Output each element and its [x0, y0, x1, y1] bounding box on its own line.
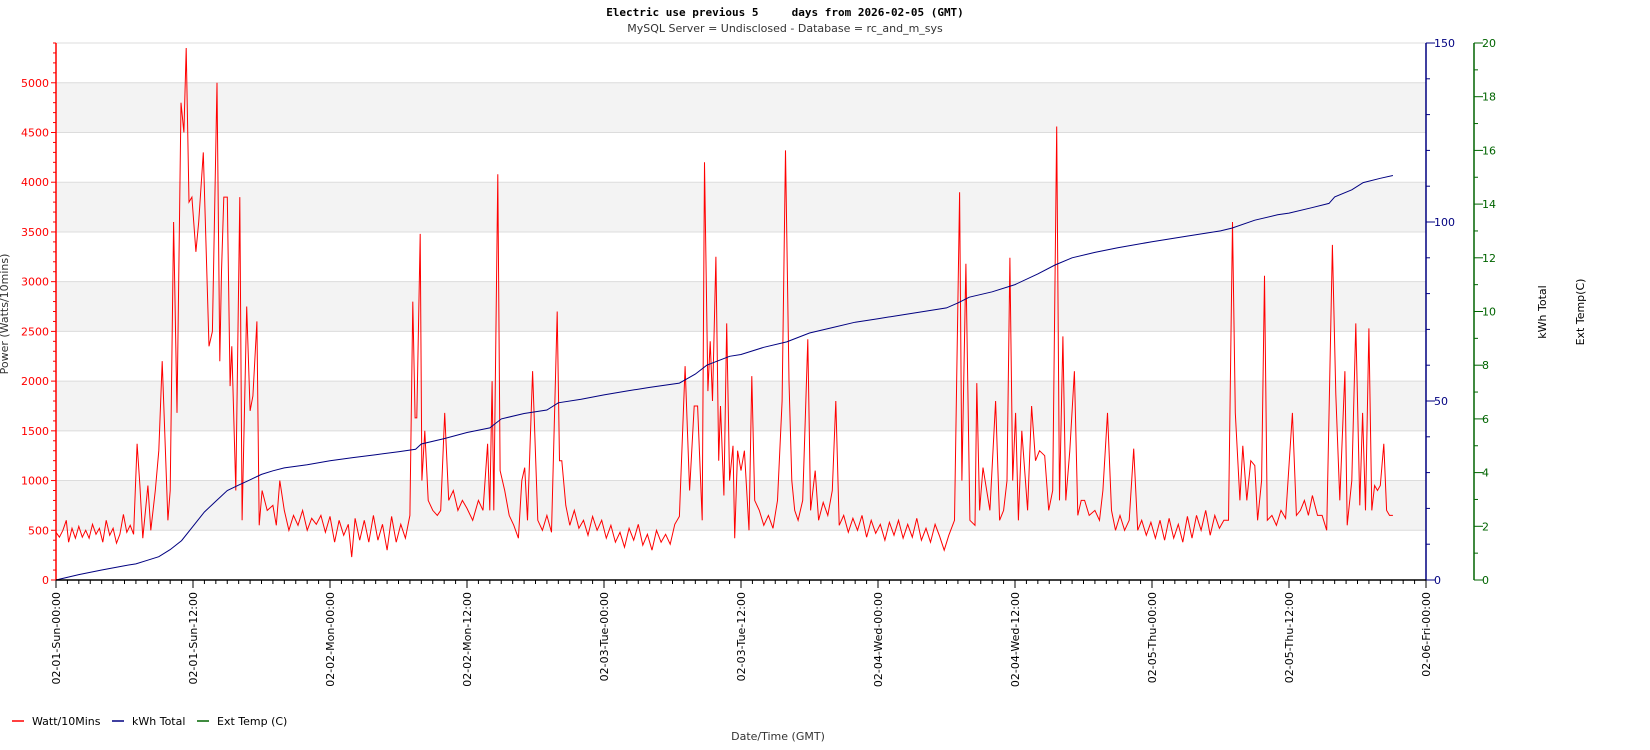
y-right1-label: kWh Total	[1536, 285, 1549, 338]
chart-title: Electric use previous 5 days from 2026-0…	[606, 6, 964, 19]
y-right1-tick-label: 150	[1434, 37, 1455, 50]
y-right1-tick-label: 0	[1434, 574, 1441, 587]
x-axis-label: Date/Time (GMT)	[731, 730, 825, 743]
y-right2-tick-label: 16	[1482, 144, 1496, 157]
grid-band	[56, 480, 1426, 531]
y-right2-tick-label: 0	[1482, 574, 1489, 587]
grid-band	[56, 281, 1426, 332]
y-left-tick-label: 3000	[21, 276, 49, 289]
y-right2-tick-label: 4	[1482, 467, 1489, 480]
y-left-tick-label: 3500	[21, 226, 49, 239]
y-right2-tick-label: 18	[1482, 91, 1496, 104]
y-left-tick-label: 500	[28, 524, 49, 537]
legend-label-temp: Ext Temp (C)	[217, 715, 287, 728]
y-right2-label: Ext Temp(C)	[1574, 279, 1587, 346]
y-right2-tick-label: 12	[1482, 252, 1496, 265]
x-tick-label: 02-01-Sun-12:00	[187, 592, 200, 685]
y-right1-tick-label: 100	[1434, 216, 1455, 229]
y-right2-tick-label: 6	[1482, 413, 1489, 426]
x-tick-label: 02-03-Tue-00:00	[598, 592, 611, 681]
y-right2-tick-label: 8	[1482, 359, 1489, 372]
x-tick-label: 02-01-Sun-00:00	[50, 592, 63, 685]
y-left-label: Power (Watts/10mins)	[0, 254, 11, 375]
y-left-tick-label: 0	[42, 574, 49, 587]
chart-subtitle: MySQL Server = Undisclosed - Database = …	[627, 22, 943, 35]
y-left-tick-label: 4000	[21, 176, 49, 189]
series-line-kwh	[55, 175, 1394, 581]
legend-label-kwh: kWh Total	[132, 715, 185, 728]
x-tick-label: 02-02-Mon-12:00	[461, 592, 474, 687]
x-tick-label: 02-05-Thu-12:00	[1283, 592, 1296, 683]
y-right2-tick-label: 14	[1482, 198, 1496, 211]
x-tick-label: 02-05-Thu-00:00	[1146, 592, 1159, 683]
legend-label-watt: Watt/10Mins	[32, 715, 101, 728]
x-tick-label: 02-02-Mon-00:00	[324, 592, 337, 687]
legend: Watt/10Mins kWh Total Ext Temp (C)	[12, 715, 287, 728]
x-tick-label: 02-04-Wed-00:00	[872, 592, 885, 687]
x-tick-label: 02-06-Fri-00:00	[1420, 592, 1433, 677]
grid-band	[56, 182, 1426, 232]
y-right1-tick-label: 50	[1434, 395, 1448, 408]
x-tick-label: 02-03-Tue-12:00	[735, 592, 748, 681]
y-left-tick-label: 5000	[21, 77, 49, 90]
y-right2-tick-label: 20	[1482, 37, 1496, 50]
grid-band	[56, 381, 1426, 431]
x-tick-label: 02-04-Wed-12:00	[1009, 592, 1022, 687]
grid-band	[56, 82, 1426, 133]
series-line-watt	[55, 47, 1393, 558]
y-left-tick-label: 2500	[21, 325, 49, 338]
y-left-tick-label: 1500	[21, 425, 49, 438]
y-right2-tick-label: 2	[1482, 520, 1489, 533]
y-right2-tick-label: 10	[1482, 306, 1496, 319]
y-left-tick-label: 1000	[21, 475, 49, 488]
y-left-tick-label: 4500	[21, 127, 49, 140]
y-left-tick-label: 2000	[21, 375, 49, 388]
